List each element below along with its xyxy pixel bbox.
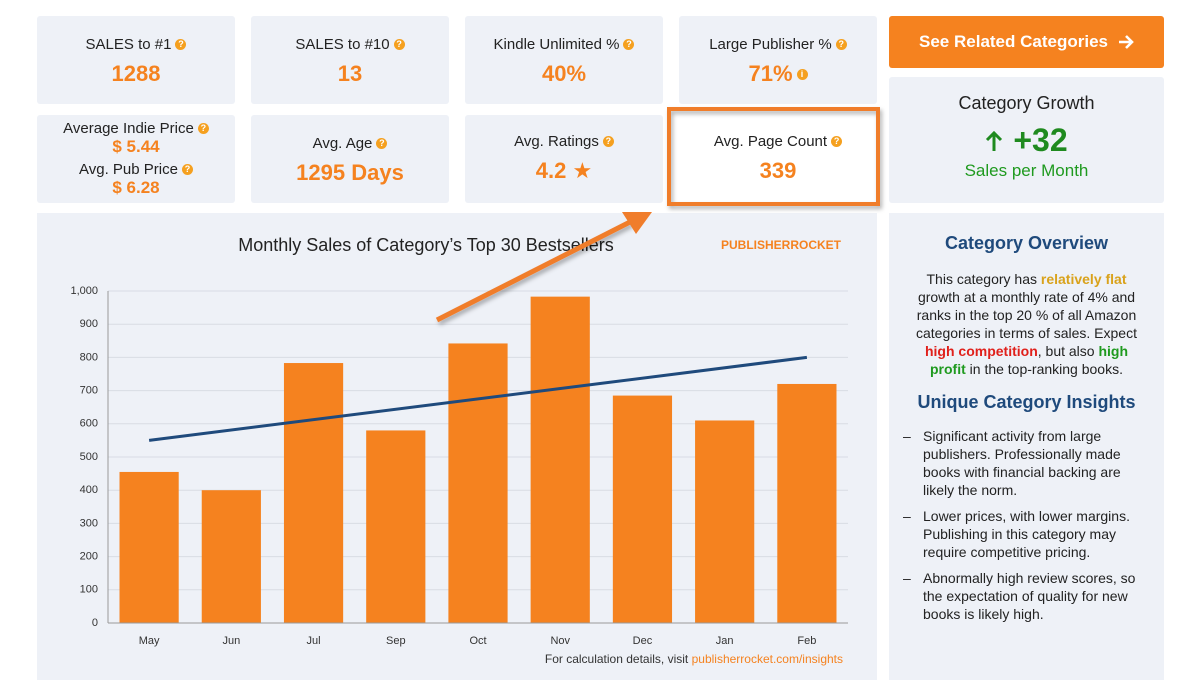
related-categories-button[interactable]: See Related Categories [889,16,1164,68]
stat-value: $ 6.28 [112,178,160,197]
highlight-text: high profit [930,343,1128,377]
stat-value: 339 [759,158,797,183]
footnote: For calculation details, visit publisher… [545,652,843,666]
stat-label: Large Publisher % [709,36,832,53]
arrow-icon [1118,35,1134,49]
y-tick-label: 400 [80,484,98,496]
help-icon[interactable] [197,123,209,134]
help-icon[interactable] [376,138,388,149]
highlight-text: relatively flat [1040,271,1127,287]
growth-value: +32 [1013,122,1068,158]
help-icon[interactable] [181,164,193,175]
chart-title: Monthly Sales of Category’s Top 30 Bests… [238,235,614,255]
y-tick-label: 1,000 [70,285,98,297]
x-tick-label: Nov [550,635,570,647]
stat-card: Avg. Ratings 4.2 ★ [465,115,663,203]
bar [119,471,179,623]
help-icon[interactable] [831,136,843,147]
overview-title: Category Overview [944,233,1109,253]
stat-label: Kindle Unlimited % [493,36,620,53]
button-label: See Related Categories [919,32,1108,51]
overview-text-part: , but also [1037,343,1099,359]
help-icon[interactable] [175,39,187,50]
info-icon[interactable] [796,69,808,80]
chart: Monthly Sales of Category’s Top 30 Bests… [70,235,848,666]
insights-title: Unique Category Insights [917,392,1136,412]
stat-label: Average Indie Price [63,120,194,137]
help-icon[interactable] [602,136,614,147]
insight-item: Lower prices, with lower margins. Publis… [903,507,1146,561]
y-tick-label: 600 [80,418,98,430]
growth-title: Category Growth [958,93,1095,113]
overview-panel: Category Overview This category has rela… [889,213,1164,680]
stat-label: Avg. Ratings [514,133,599,150]
growth-card: Category Growth +32 Sales per Month [889,77,1164,203]
stat-card: Large Publisher % 71% [679,16,877,104]
price-card: Average Indie Price $ 5.44 Avg. Pub Pric… [37,115,235,203]
help-icon[interactable] [623,39,635,50]
y-tick-label: 500 [80,451,98,463]
y-tick-label: 0 [92,617,98,629]
stat-label: Avg. Pub Price [79,161,178,178]
overview-text: This category has relatively flat growth… [889,270,1164,378]
x-tick-label: Dec [633,635,653,647]
trend-line [148,355,808,442]
stat-value: 13 [337,61,363,86]
x-tick-label: Jul [307,635,321,647]
stat-value: 1295 Days [296,160,404,185]
bar [530,296,590,623]
stat-label: SALES to #1 [85,36,172,53]
bar [448,343,508,623]
x-tick-label: Jun [222,635,240,647]
bar [201,490,261,623]
chart-panel: Monthly Sales of Category’s Top 30 Bests… [37,213,877,680]
help-icon[interactable] [835,39,847,50]
overview-text-part: in the top-ranking books. [965,361,1123,377]
stat-card: SALES to #1 1288 [37,16,235,104]
bar [777,383,837,623]
insight-item: Significant activity from large publishe… [903,427,1146,499]
stat-value: 1288 [111,61,161,86]
stat-card: SALES to #10 13 [251,16,449,104]
x-tick-label: Oct [469,635,486,647]
x-tick-label: Jan [716,635,734,647]
stat-value: 4.2 ★ [535,158,593,183]
y-tick-label: 900 [80,318,98,330]
insights-list: Significant activity from large publishe… [889,427,1164,623]
overview-text-part: This category has [926,271,1041,287]
insight-item: Abnormally high review scores, so the ex… [903,569,1146,623]
brand-logo: PUBLISHERROCKET [721,238,842,252]
stat-label: Avg. Age [312,135,373,152]
stat-card: Kindle Unlimited % 40% [465,16,663,104]
overview-text-part: growth at a monthly rate of 4% and ranks… [916,289,1137,341]
x-tick-label: May [139,635,160,647]
bar [695,420,755,623]
footnote-text: For calculation details, visit [545,652,689,666]
stat-card: Avg. Page Count 339 [679,115,877,203]
bar [366,430,426,623]
y-tick-label: 100 [80,584,98,596]
footnote-link[interactable]: publisherrocket.com/insights [692,652,843,666]
help-icon[interactable] [393,39,405,50]
y-tick-label: 200 [80,551,98,563]
stat-value: $ 5.44 [112,137,160,156]
stat-value: 71% [748,61,793,86]
bar [612,395,673,623]
stat-value: 40% [541,61,587,86]
bar [283,363,344,623]
growth-unit: Sales per Month [964,161,1089,180]
x-tick-label: Sep [386,635,406,647]
y-tick-label: 800 [80,351,98,363]
y-tick-label: 300 [80,517,98,529]
stat-card: Avg. Age 1295 Days [251,115,449,203]
highlight-text: high competition [924,343,1038,359]
up-arrow-icon [986,130,1003,151]
stat-label: SALES to #10 [295,36,390,53]
stat-label: Avg. Page Count [713,133,828,150]
y-tick-label: 700 [80,385,98,397]
x-tick-label: Feb [797,635,816,647]
